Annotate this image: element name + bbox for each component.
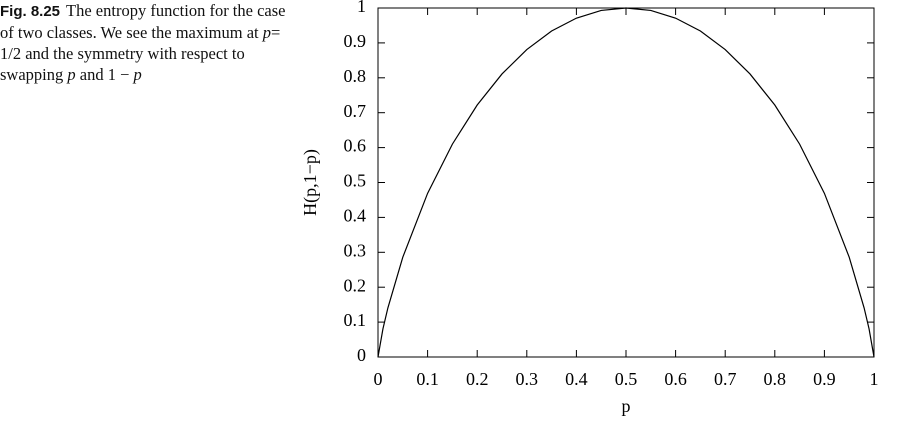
caption-text: p xyxy=(262,23,272,42)
x-tick-label: 0.7 xyxy=(714,369,737,389)
figure-label: Fig. 8.25 xyxy=(0,3,61,20)
figure-caption: Fig. 8.25 The entropy function for the ca… xyxy=(0,0,290,85)
y-tick-label: 0.5 xyxy=(344,171,367,191)
x-tick-label: 0.8 xyxy=(764,369,787,389)
x-tick-label: 0.3 xyxy=(516,369,539,389)
plot-frame xyxy=(377,7,875,358)
y-tick-label: 1 xyxy=(357,0,366,16)
x-tick-label: 0.5 xyxy=(615,369,638,389)
caption-text: and 1 − xyxy=(75,65,134,84)
x-axis-label: p xyxy=(622,396,631,416)
caption-text: = 1/2 and the symmetry with respect to s… xyxy=(0,23,281,84)
y-axis-label: H(p,1−p) xyxy=(300,149,321,216)
x-tick-label: 1 xyxy=(870,369,879,389)
x-tick-label: 0.4 xyxy=(565,369,588,389)
y-tick-label: 0.7 xyxy=(344,101,367,121)
x-tick-label: 0 xyxy=(374,369,383,389)
y-tick-label: 0 xyxy=(357,345,366,365)
x-tick-label: 0.2 xyxy=(466,369,489,389)
y-tick-label: 0.6 xyxy=(344,136,367,156)
y-tick-label: 0.9 xyxy=(344,31,367,51)
caption-text: p xyxy=(67,65,76,84)
x-tick-label: 0.1 xyxy=(416,369,439,389)
x-tick-label: 0.6 xyxy=(664,369,687,389)
caption-text: p xyxy=(133,65,142,84)
y-tick-label: 0.8 xyxy=(344,66,367,86)
y-tick-label: 0.4 xyxy=(344,206,367,226)
y-tick-label: 0.3 xyxy=(344,240,367,260)
y-tick-label: 0.1 xyxy=(344,310,367,330)
caption-text: The entropy function for the case of two… xyxy=(0,1,286,42)
y-tick-label: 0.2 xyxy=(344,275,367,295)
x-tick-label: 0.9 xyxy=(813,369,836,389)
entropy-curve xyxy=(377,7,875,358)
